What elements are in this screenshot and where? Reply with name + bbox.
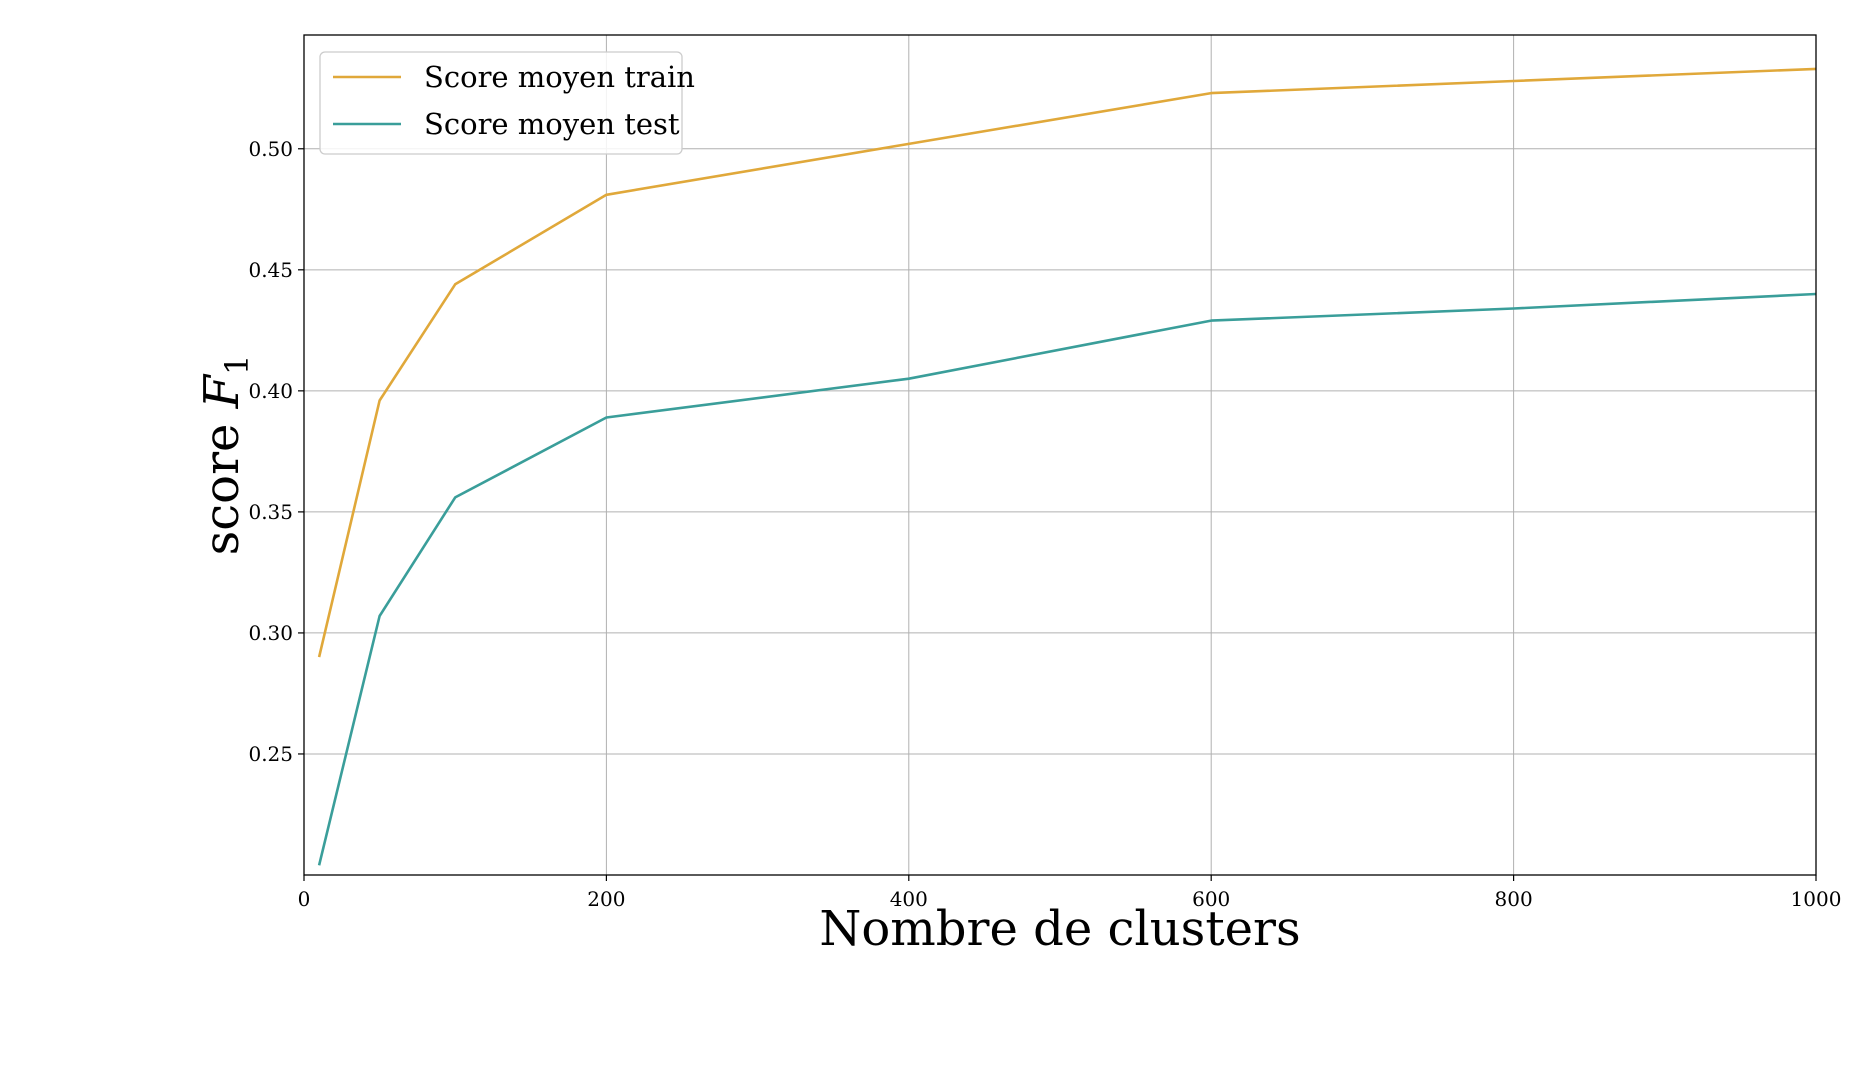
x-tick-label: 400 [890, 887, 928, 911]
x-tick-label: 800 [1495, 887, 1533, 911]
legend-box [319, 51, 683, 155]
legend: Score moyen train Score moyen test [319, 51, 695, 155]
y-tick-label: 0.30 [248, 621, 293, 645]
x-tick-label: 600 [1192, 887, 1230, 911]
x-tick-label: 0 [298, 887, 311, 911]
y-tick-label: 0.35 [248, 500, 293, 524]
y-tick-label: 0.45 [248, 258, 293, 282]
y-tick-label: 0.25 [248, 742, 293, 766]
y-axis-title-prefix: score [194, 408, 250, 555]
y-tick-label: 0.50 [248, 137, 293, 161]
x-tick-label: 1000 [1791, 887, 1842, 911]
x-axis-title: Nombre de clusters [819, 901, 1300, 957]
plot-frame [303, 34, 1817, 876]
y-axis-title: score F1 [194, 355, 256, 556]
series-lines [317, 67, 1817, 866]
x-axis-ticks: 0 200 400 600 800 1000 [298, 875, 1842, 911]
y-axis-title-subscript: 1 [218, 355, 256, 375]
grid-lines [303, 35, 1817, 875]
series-line-train [317, 67, 1817, 658]
y-tick-label: 0.40 [248, 379, 293, 403]
y-axis-title-variable: F [194, 373, 250, 409]
legend-label-test: Score moyen test [424, 107, 680, 141]
x-tick-label: 200 [587, 887, 625, 911]
y-axis-ticks: 0.25 0.30 0.35 0.40 0.45 0.50 [248, 137, 304, 766]
legend-label-train: Score moyen train [424, 60, 695, 94]
series-line-test [317, 292, 1817, 866]
